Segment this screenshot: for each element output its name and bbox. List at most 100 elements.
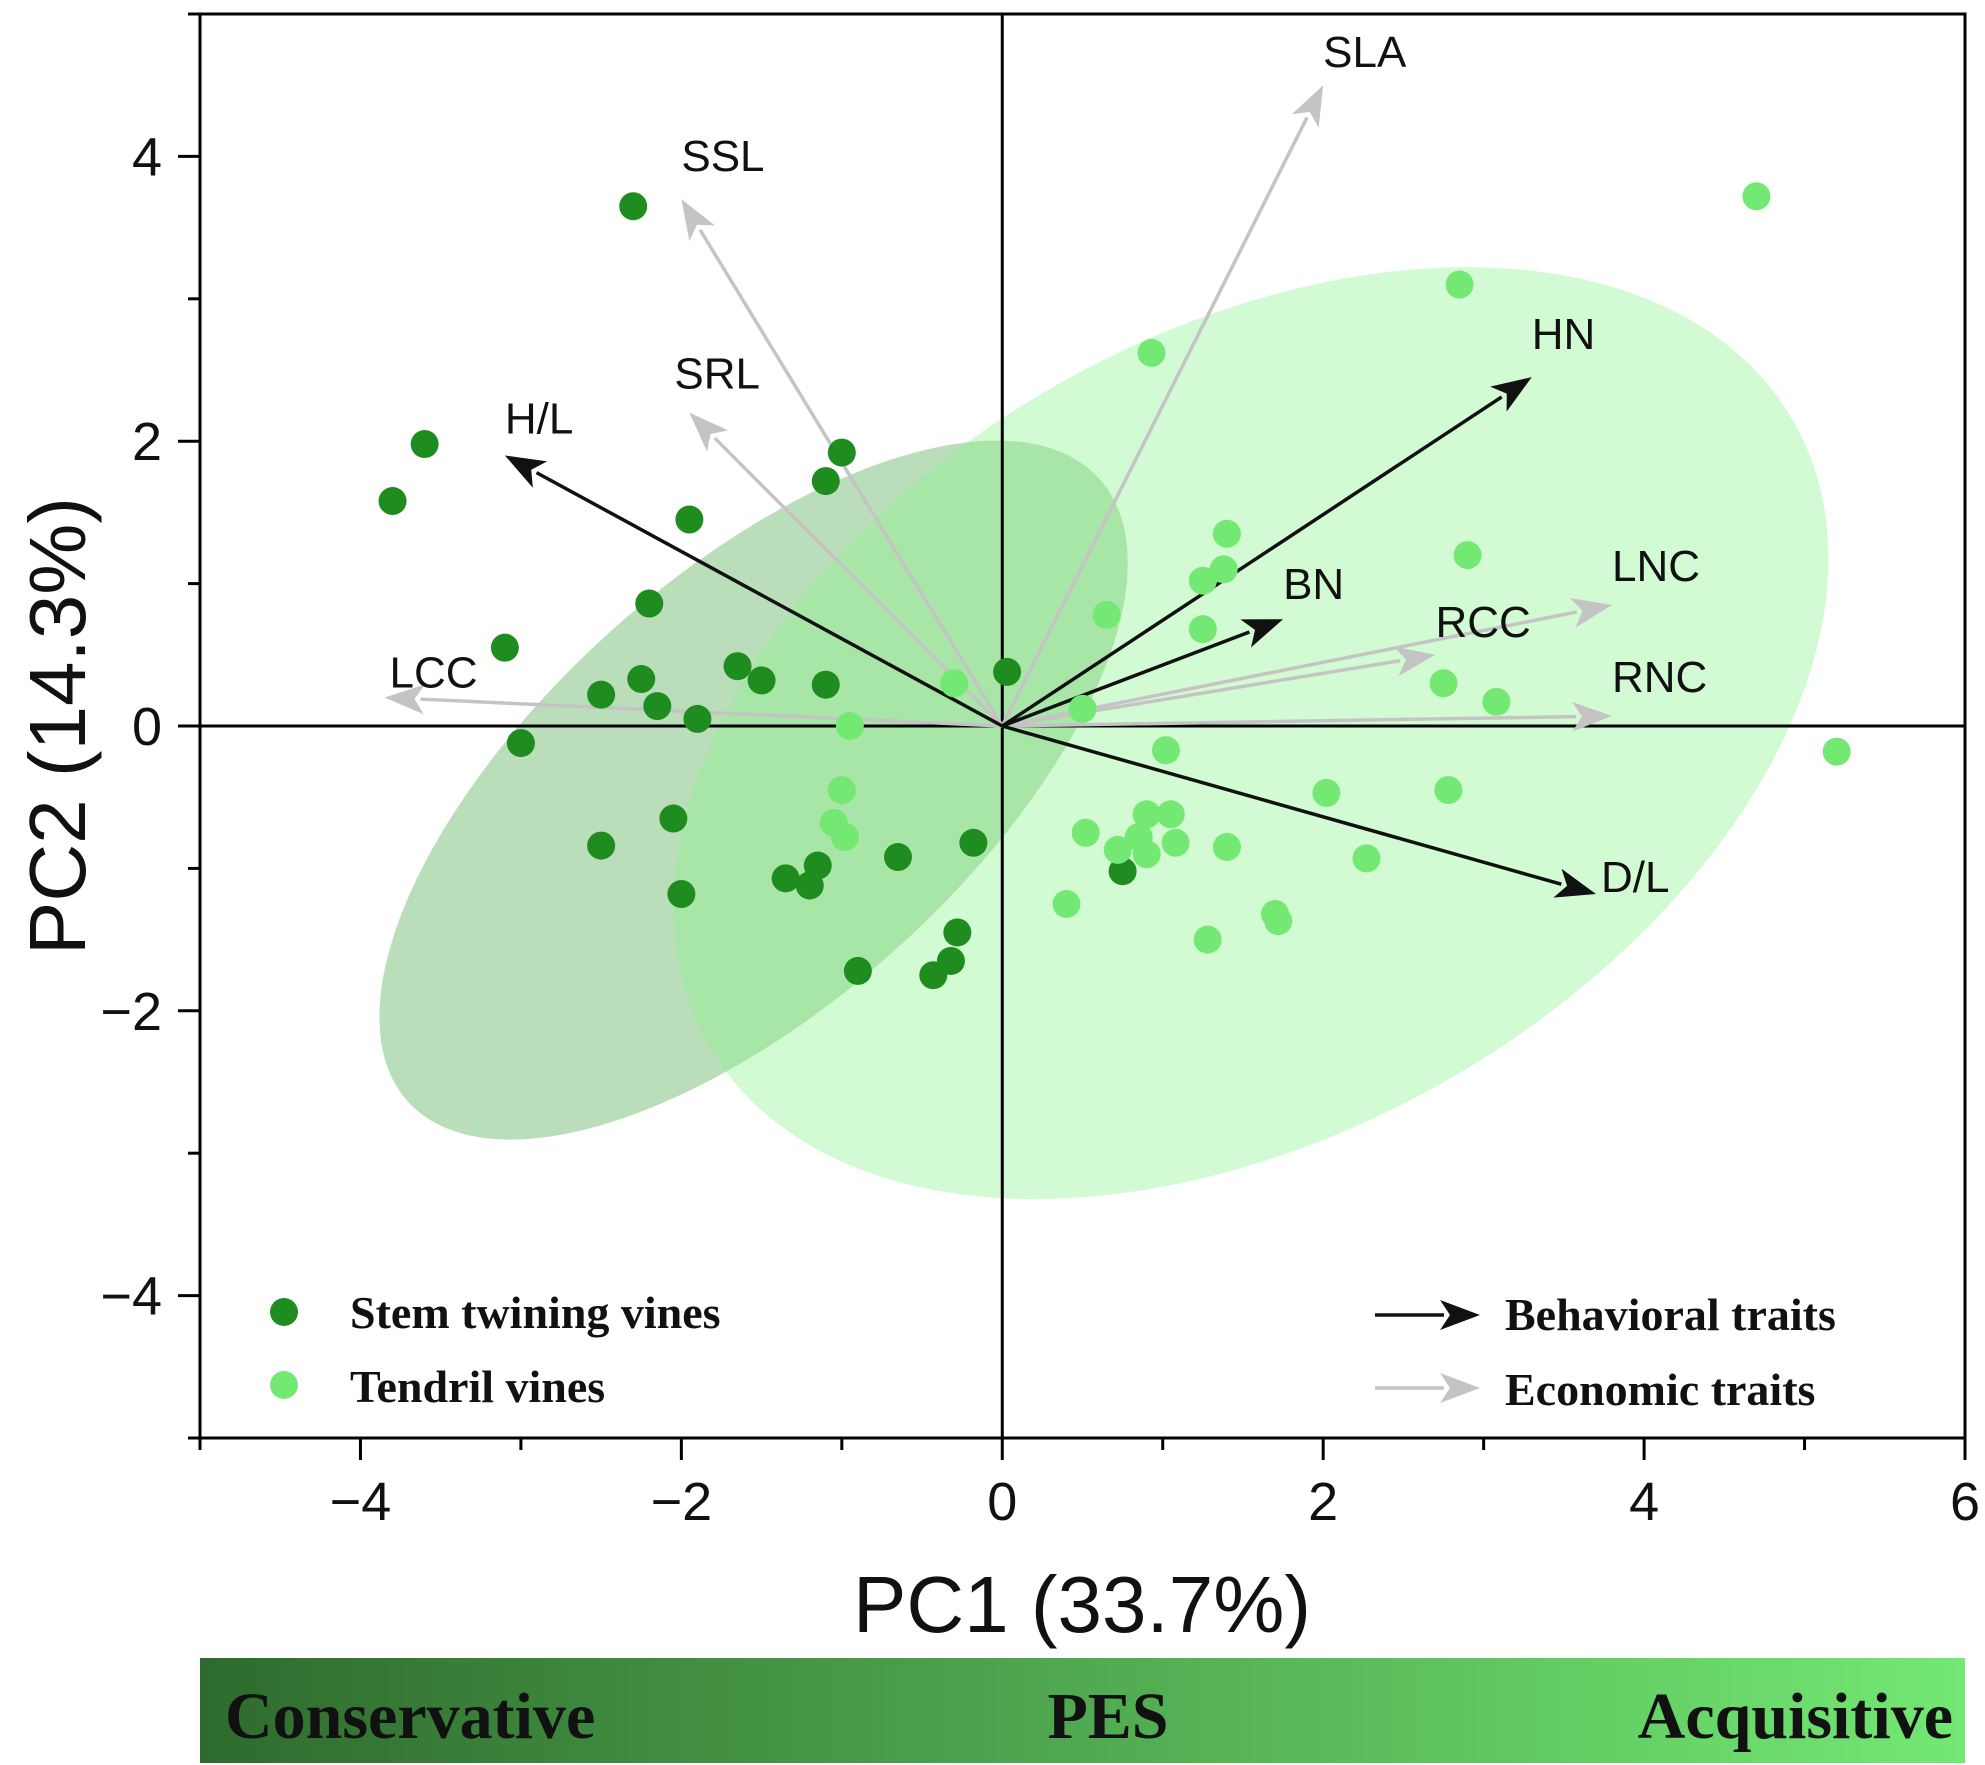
vector-label-rnc: RNC — [1612, 653, 1707, 702]
point-stem-twining-vines-11 — [811, 670, 840, 699]
vector-label-lcc: LCC — [390, 649, 478, 698]
legend-arrow-behavioral-traits — [1375, 1300, 1480, 1330]
point-tendril-vines-16 — [1434, 776, 1463, 805]
point-tendril-vines-1 — [1445, 270, 1474, 299]
point-stem-twining-vines-22 — [795, 871, 824, 900]
vector-label-sla: SLA — [1323, 28, 1407, 77]
ellipse-stem-twining-vines — [379, 440, 1128, 1140]
vector-ssl-shaft — [698, 228, 1004, 727]
vector-lcc — [384, 684, 1003, 728]
vector-hn-head — [1490, 377, 1532, 412]
point-tendril-vines-26 — [1052, 890, 1081, 918]
point-stem-twining-vines-13 — [643, 692, 672, 721]
legend-label-behavioral: Behavioral traits — [1505, 1289, 1836, 1340]
vector-lnc-shaft — [1001, 610, 1578, 728]
point-tendril-vines-6 — [1453, 541, 1482, 570]
pes-label-conservative: Conservative — [225, 1680, 595, 1753]
vector-rnc-shaft — [1002, 714, 1577, 728]
point-stem-twining-vines-15 — [506, 729, 535, 758]
point-tendril-vines-29 — [1193, 925, 1222, 954]
point-stem-twining-vines-8 — [723, 652, 752, 681]
point-stem-twining-vines-19 — [959, 828, 988, 857]
y-tick-label-4: 4 — [132, 127, 162, 187]
point-stem-twining-vines-9 — [747, 666, 776, 695]
point-tendril-vines-14 — [1822, 737, 1851, 766]
vector-lcc-shaft — [420, 697, 1003, 728]
legend-label-economic: Economic traits — [1505, 1364, 1815, 1415]
legend-arrow-economic — [1375, 1373, 1480, 1403]
vector-lcc-head — [384, 684, 426, 715]
legend-arrow-economic-traits-head — [1440, 1373, 1480, 1403]
point-tendril-vines-13 — [1151, 736, 1180, 765]
point-tendril-vines-30 — [827, 776, 856, 805]
vector-rcc-head — [1393, 646, 1436, 677]
vector-label-lnc: LNC — [1612, 542, 1700, 591]
point-tendril-vines-23 — [1103, 835, 1132, 864]
vector-h-l-shaft — [535, 471, 1004, 728]
trait-vectors: H/L HN BN D/L SLA SSL SRL LCC RCC LNC RNC — [384, 28, 1707, 902]
point-stem-twining-vines-28 — [993, 657, 1022, 686]
y-tick-label-0: −4 — [100, 1267, 162, 1327]
vector-d-l-head — [1553, 868, 1596, 898]
point-tendril-vines-11 — [1068, 694, 1097, 723]
vector-sla — [1000, 85, 1324, 727]
point-tendril-vines-18 — [1156, 800, 1185, 829]
x-tick-label-2: 0 — [987, 1472, 1017, 1532]
vectors-legend: Behavioral traits Economic traits — [1375, 1289, 1836, 1415]
vector-lnc — [1001, 598, 1612, 728]
pes-gradient-fill — [200, 1658, 1965, 1763]
point-stem-twining-vines-18 — [883, 843, 912, 872]
vector-hn-shaft — [1001, 395, 1503, 728]
legend-arrow-economic-traits — [1375, 1373, 1480, 1403]
vector-srl-head — [689, 412, 729, 452]
legend-label-tendril: Tendril vines — [350, 1361, 605, 1412]
vector-sla-head — [1291, 85, 1324, 128]
y-axis-title: PC2 (14.3%) — [13, 497, 102, 955]
point-stem-twining-vines-1 — [410, 430, 439, 459]
vector-bn — [1001, 619, 1284, 728]
data-points — [378, 182, 1851, 990]
point-stem-twining-vines-14 — [683, 704, 712, 733]
vector-sla-shaft — [1000, 116, 1309, 727]
x-tick-label-5: 6 — [1950, 1472, 1980, 1532]
point-tendril-vines-33 — [835, 712, 864, 740]
vector-d-l — [1001, 724, 1596, 898]
x-tick-label-4: 4 — [1629, 1472, 1659, 1532]
point-tendril-vines-28 — [1264, 907, 1293, 936]
point-stem-twining-vines-27 — [843, 956, 872, 985]
vector-label-srl: SRL — [674, 350, 760, 399]
point-stem-twining-vines-17 — [587, 831, 616, 860]
point-tendril-vines-24 — [1132, 840, 1161, 869]
vector-label-d-l: D/L — [1601, 853, 1669, 902]
point-stem-twining-vines-0 — [619, 192, 648, 221]
point-stem-twining-vines-6 — [635, 589, 664, 618]
x-axis-title: PC1 (33.7%) — [853, 1560, 1311, 1649]
axis-ticks: −4 −2 0 2 4 6 −4 −2 0 2 4 — [100, 12, 1980, 1532]
x-tick-label-0: −4 — [330, 1472, 392, 1532]
ellipse-tendril-vines — [673, 267, 1829, 1200]
point-stem-twining-vines-3 — [827, 438, 856, 467]
legend-marker-stem-twining — [270, 1298, 298, 1326]
legend-arrow-behavioral — [1375, 1300, 1480, 1330]
point-tendril-vines-0 — [1742, 182, 1771, 211]
vector-ssl-head — [681, 199, 715, 242]
y-tick-label-2: 0 — [132, 697, 162, 757]
point-tendril-vines-9 — [1429, 669, 1458, 698]
y-tick-label-1: −2 — [100, 982, 162, 1042]
vector-d-l-shaft — [1001, 724, 1562, 886]
point-tendril-vines-10 — [1482, 687, 1511, 716]
vector-hn — [1001, 377, 1532, 728]
point-stem-twining-vines-4 — [811, 467, 840, 496]
point-tendril-vines-12 — [940, 669, 969, 698]
pes-label-pes: PES — [1047, 1680, 1168, 1753]
point-tendril-vines-22 — [1161, 828, 1190, 857]
point-tendril-vines-4 — [1209, 555, 1238, 584]
vector-h-l — [504, 455, 1004, 728]
vector-label-bn: BN — [1283, 560, 1344, 609]
vector-label-hn: HN — [1532, 310, 1596, 359]
point-stem-twining-vines-23 — [667, 880, 696, 909]
point-tendril-vines-3 — [1212, 519, 1241, 548]
vector-rcc — [1001, 646, 1436, 728]
legend-label-stem-twining: Stem twining vines — [350, 1287, 721, 1338]
vector-ssl — [681, 199, 1004, 727]
